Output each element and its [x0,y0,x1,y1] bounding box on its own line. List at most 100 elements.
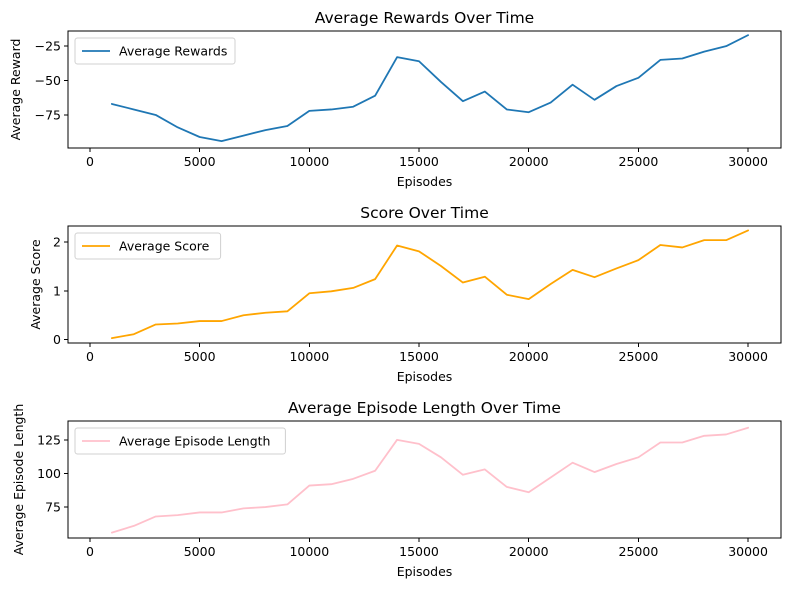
data-point [681,442,683,444]
data-point [265,506,267,508]
data-point [330,109,332,111]
y-axis-label: Average Episode Length [11,404,26,555]
data-point [396,56,398,58]
data-point [286,125,288,127]
data-point [177,514,179,516]
chart-panel-1: Average Rewards Over Time 0 5000 10000 15000… [8,9,782,189]
data-point [155,516,157,518]
data-point [572,462,574,464]
x-tick-label: 15000 [399,544,439,559]
data-point [155,324,157,326]
x-tick-label: 5000 [184,154,216,169]
data-point [550,477,552,479]
y-tick-label: −25 [35,39,61,54]
y-tick-label: 75 [45,500,61,515]
series-line-average-episode-length [110,426,749,534]
data-point [352,106,354,108]
data-point [681,247,683,249]
chart-panel-2: Score Over Time 0 5000 10000 15000 20000 25000… [28,204,782,384]
legend-label: Average Rewards [119,44,227,59]
series-line-average-score [110,229,749,340]
data-point [396,439,398,441]
data-point [111,532,113,534]
data-point [550,283,552,285]
data-point [177,126,179,128]
x-tick-label: 5000 [184,349,216,364]
data-point [374,278,376,280]
data-point [681,58,683,60]
x-tick-label: 20000 [509,154,549,169]
data-point [396,245,398,247]
data-point [418,443,420,445]
data-point [352,287,354,289]
data-point [506,294,508,296]
data-point [484,469,486,471]
x-tick-label: 30000 [728,349,768,364]
data-point [659,59,661,61]
chart-panel-3: Average Episode Length Over Time 0 5000 100… [11,399,782,579]
data-point [725,434,727,436]
plot-frame [67,225,782,344]
y-tick-label: 0 [53,332,61,347]
x-tick-label: 20000 [509,349,549,364]
data-point [243,508,245,510]
series-line-average-rewards [110,34,749,143]
data-point [243,314,245,316]
data-point [221,140,223,142]
data-point [484,276,486,278]
data-point [199,136,201,138]
legend-label: Average Episode Length [119,434,270,449]
legend-label: Average Score [119,239,210,254]
x-tick-label: 30000 [728,544,768,559]
data-point [462,282,464,284]
data-point [286,503,288,505]
data-point [374,470,376,472]
y-axis-label: Average Score [28,239,43,330]
x-tick-label: 0 [86,544,94,559]
data-point [155,114,157,116]
data-point [265,312,267,314]
x-tick-label: 0 [86,154,94,169]
x-tick-label: 10000 [289,154,329,169]
x-axis-label: Episodes [397,174,453,189]
x-tick-label: 10000 [289,544,329,559]
chart-title: Average Rewards Over Time [315,9,534,27]
data-point [111,103,113,105]
data-point [747,34,749,36]
data-point [725,45,727,47]
data-point [506,486,508,488]
data-point [177,323,179,325]
data-point [528,298,530,300]
x-tick-label: 0 [86,349,94,364]
data-point [659,442,661,444]
data-point [133,333,135,335]
data-point [747,427,749,429]
data-point [638,259,640,261]
x-tick-label: 30000 [728,154,768,169]
data-point [199,512,201,514]
data-point [506,109,508,111]
data-point [330,483,332,485]
data-point [594,471,596,473]
data-point [550,102,552,104]
data-point [462,100,464,102]
x-tick-label: 10000 [289,349,329,364]
data-point [616,463,618,465]
legend-box [74,37,236,65]
legend-box [74,427,286,455]
data-point [308,292,310,294]
y-tick-label: −75 [35,107,61,122]
data-point [221,512,223,514]
y-tick-label: 100 [37,466,61,481]
x-tick-label: 5000 [184,544,216,559]
data-point [703,51,705,53]
y-tick-label: 2 [53,235,61,250]
data-point [484,91,486,93]
data-point [616,85,618,87]
x-tick-label: 15000 [399,154,439,169]
data-point [440,81,442,83]
y-tick-label: −50 [35,73,61,88]
data-point [418,60,420,62]
data-point [133,525,135,527]
